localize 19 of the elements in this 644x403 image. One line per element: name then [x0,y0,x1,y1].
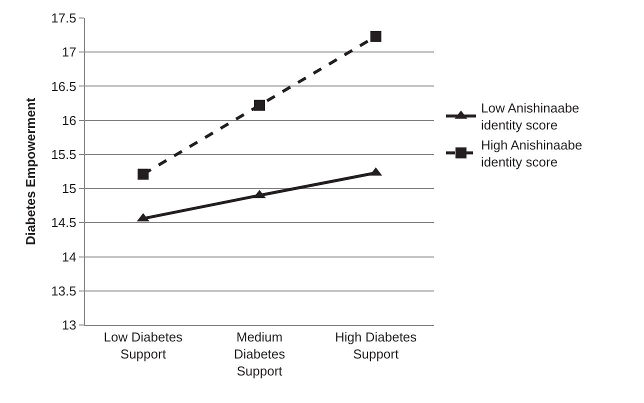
legend-label: Low Anishinaabe identity score [480,100,580,133]
point [254,100,265,111]
legend-label: High Anishinaabe identity score [480,137,582,170]
y-tick-label: 15.5 [51,146,76,162]
y-tick-label: 17 [62,44,76,60]
y-tick-label: 16 [62,112,76,128]
y-tick-label: 13.5 [51,283,76,298]
x-tick-label: High Diabetes Support [335,330,418,362]
y-tick-label: 14.5 [51,215,76,230]
point [138,168,149,180]
y-tick-label: 15 [62,181,76,196]
point [370,30,382,42]
x-tick-label: Medium Diabetes Support [234,330,286,378]
y-axis-title: Diabetes Empowerment [23,97,38,246]
x-tick-label: Low Diabetes Support [104,330,184,362]
y-tick-label: 16.5 [51,78,76,94]
y-tick-label: 17.5 [51,10,76,26]
y-tick-label: 13 [62,318,76,333]
y-tick-label: 14 [62,249,76,264]
